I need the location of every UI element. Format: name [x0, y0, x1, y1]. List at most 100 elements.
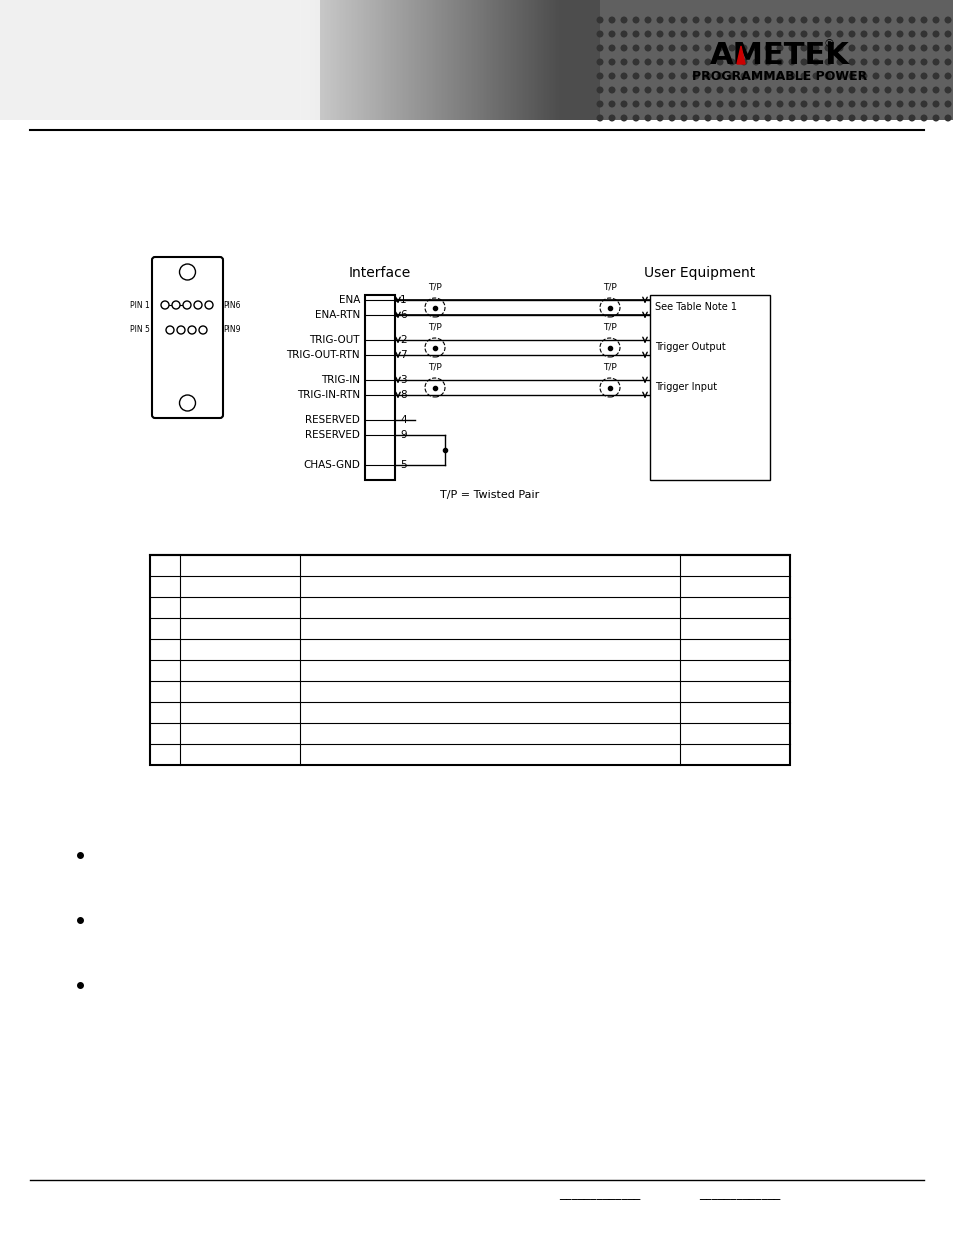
Bar [469, 0, 471, 120]
Text: 6: 6 [399, 310, 406, 320]
Bar [518, 0, 520, 120]
Circle shape [812, 44, 819, 52]
Circle shape [836, 115, 842, 121]
Circle shape [632, 73, 639, 79]
Circle shape [608, 100, 615, 107]
Bar [466, 0, 468, 120]
Circle shape [823, 31, 831, 37]
Bar [418, 0, 419, 120]
Bar [461, 0, 463, 120]
Circle shape [836, 31, 842, 37]
Text: PIN 1: PIN 1 [131, 300, 150, 310]
Text: 1: 1 [399, 295, 406, 305]
Circle shape [656, 115, 662, 121]
Circle shape [668, 44, 675, 52]
Circle shape [596, 86, 603, 94]
Circle shape [896, 31, 902, 37]
Circle shape [596, 100, 603, 107]
Circle shape [836, 100, 842, 107]
Bar [456, 0, 457, 120]
Circle shape [703, 100, 711, 107]
Bar [537, 0, 538, 120]
Circle shape [763, 86, 771, 94]
Circle shape [788, 31, 795, 37]
Bar [594, 0, 595, 120]
Bar [395, 0, 397, 120]
Circle shape [943, 100, 950, 107]
Bar [439, 0, 440, 120]
Circle shape [920, 31, 926, 37]
Text: Trigger Output: Trigger Output [655, 342, 725, 352]
Circle shape [836, 86, 842, 94]
Bar [388, 0, 390, 120]
Bar [0, 0, 399, 120]
Circle shape [703, 58, 711, 65]
Text: See Table Note 1: See Table Note 1 [655, 303, 737, 312]
Circle shape [740, 58, 747, 65]
Circle shape [596, 16, 603, 23]
Bar [337, 0, 338, 120]
Circle shape [872, 100, 879, 107]
Bar [361, 0, 363, 120]
Bar [534, 0, 535, 120]
Bar [352, 0, 354, 120]
Bar [307, 0, 309, 120]
Bar [447, 0, 448, 120]
Circle shape [619, 31, 627, 37]
Bar [555, 0, 556, 120]
Bar [590, 0, 592, 120]
Circle shape [692, 16, 699, 23]
Bar [303, 0, 304, 120]
Bar [457, 0, 458, 120]
Bar [587, 0, 589, 120]
Bar [385, 0, 387, 120]
Circle shape [847, 16, 855, 23]
Text: PIN9: PIN9 [223, 326, 240, 335]
Bar [391, 0, 393, 120]
Circle shape [692, 115, 699, 121]
Circle shape [752, 31, 759, 37]
Bar [358, 0, 359, 120]
Bar [317, 0, 319, 120]
Bar [304, 0, 306, 120]
Circle shape [668, 58, 675, 65]
Bar [481, 0, 482, 120]
Circle shape [679, 44, 687, 52]
Bar [510, 0, 511, 120]
Text: ENA-RTN: ENA-RTN [314, 310, 359, 320]
Circle shape [656, 100, 662, 107]
Circle shape [847, 73, 855, 79]
Bar [421, 0, 423, 120]
Bar [450, 0, 451, 120]
Circle shape [931, 44, 939, 52]
Bar [563, 0, 565, 120]
Circle shape [836, 16, 842, 23]
Bar [346, 0, 348, 120]
Circle shape [776, 86, 782, 94]
Circle shape [763, 16, 771, 23]
Circle shape [740, 31, 747, 37]
Bar [592, 0, 594, 120]
Circle shape [943, 16, 950, 23]
Circle shape [752, 100, 759, 107]
Bar [595, 0, 597, 120]
Circle shape [644, 100, 651, 107]
Bar [387, 0, 388, 120]
Bar [398, 0, 400, 120]
Bar [472, 0, 474, 120]
Circle shape [656, 16, 662, 23]
Bar [492, 0, 493, 120]
Circle shape [823, 58, 831, 65]
Circle shape [632, 16, 639, 23]
Circle shape [823, 44, 831, 52]
Bar [516, 0, 517, 120]
Circle shape [177, 326, 185, 333]
Text: 4: 4 [399, 415, 406, 425]
Circle shape [931, 86, 939, 94]
Circle shape [608, 73, 615, 79]
Text: 7: 7 [399, 350, 406, 359]
Circle shape [644, 73, 651, 79]
Circle shape [608, 86, 615, 94]
Circle shape [668, 86, 675, 94]
Circle shape [752, 16, 759, 23]
